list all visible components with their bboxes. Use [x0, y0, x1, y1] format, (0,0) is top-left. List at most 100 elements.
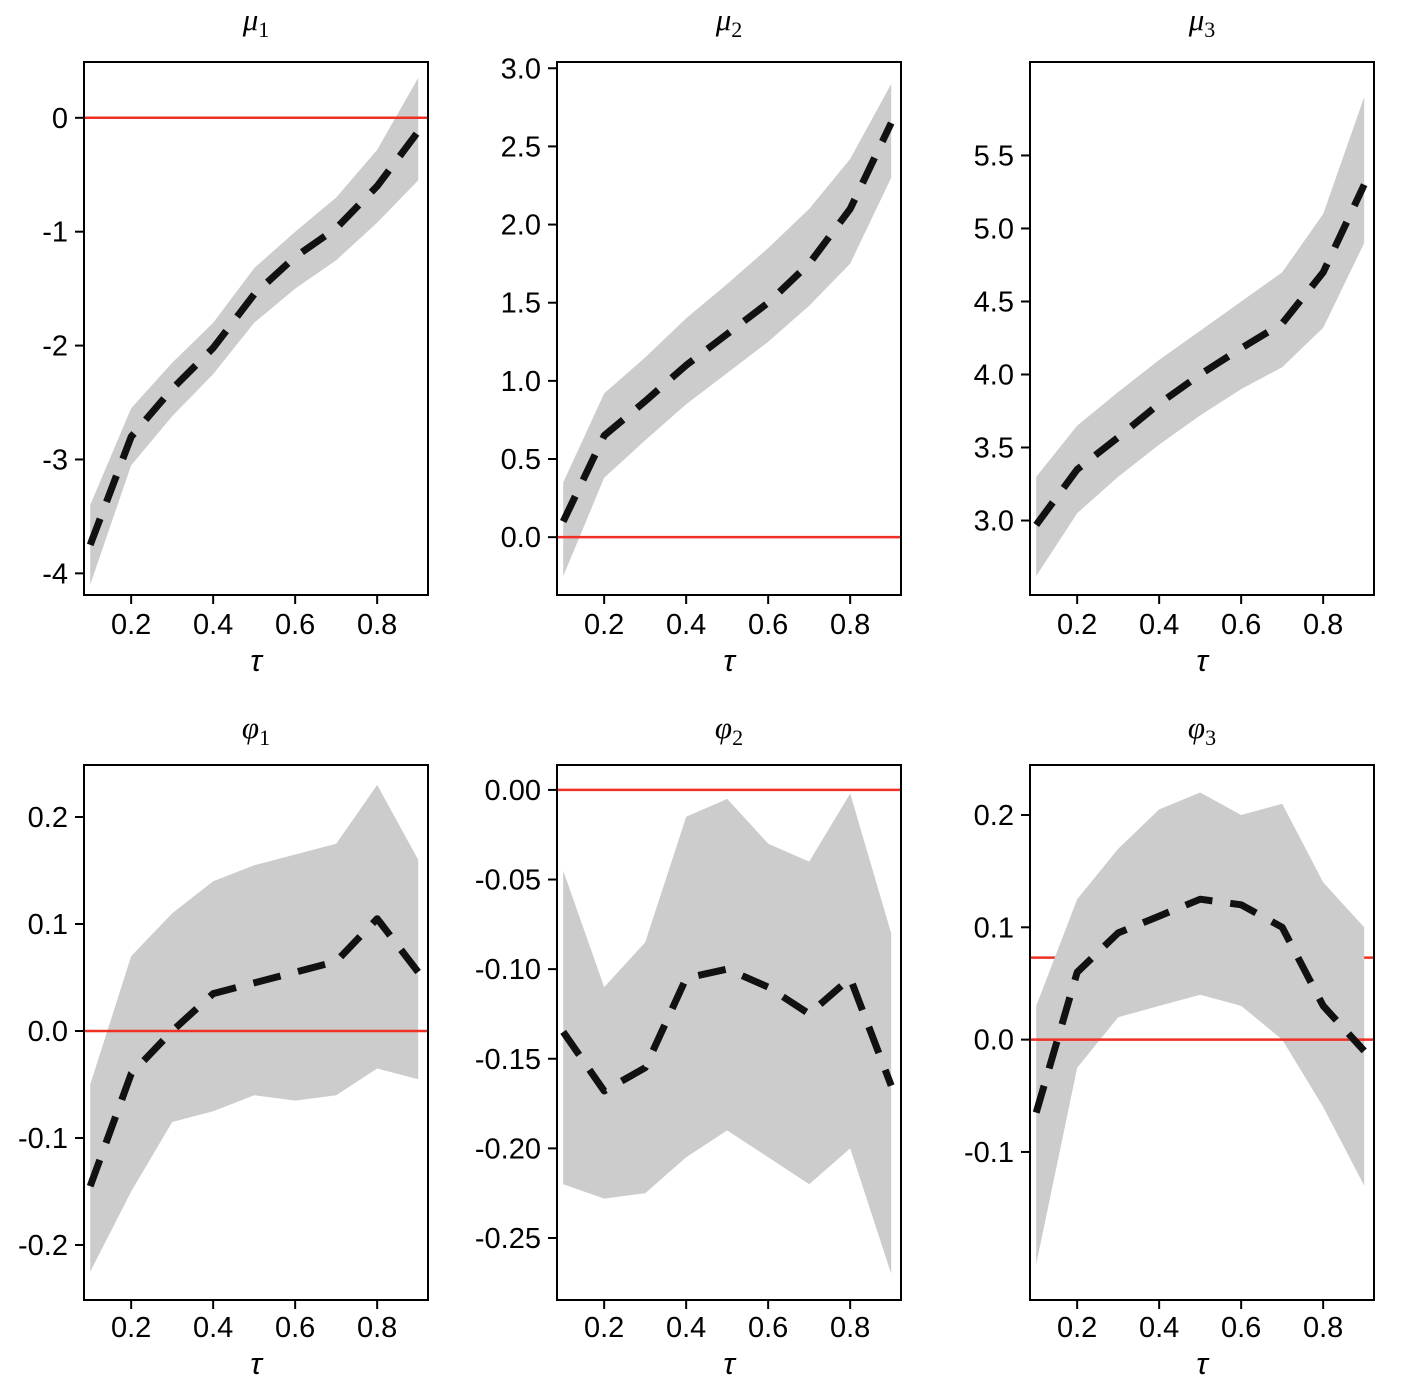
x-tick-label: 0.8: [357, 1312, 397, 1344]
x-tick-label: 0.6: [275, 609, 315, 641]
y-tick-label: 0.2: [974, 800, 1014, 832]
plot-phi1: 0.2 0.1 0.0 -0.1 -0.2 0.2 0.4 0.6 0.8 τ: [18, 764, 429, 1380]
y-tick-label: 5.5: [974, 140, 1014, 172]
y-tick-label: 5.0: [974, 213, 1014, 245]
axis-box: [1029, 764, 1375, 1301]
confidence-band: [563, 793, 892, 1274]
title-symbol: φ: [1187, 710, 1206, 745]
confidence-band: [90, 784, 419, 1272]
title-symbol: μ: [1188, 2, 1205, 37]
plot-mu2: 3.0 2.5 2.0 1.5 1.0 0.5 0.0 0.2 0.4 0.6 0.8 τ: [501, 53, 902, 678]
x-tick-label: 0.8: [1303, 1312, 1343, 1344]
axis-box: [83, 764, 429, 1301]
y-tick-label: -3: [42, 444, 68, 476]
plot-phi3: 0.2 0.1 0.0 -0.1 0.2 0.4 0.6 0.8 τ: [964, 764, 1375, 1380]
x-tick-label: 0.6: [275, 1312, 315, 1344]
panel-mu1: μ1 0 -1 -2 -3 -4 0.2 0.4 0.6 0.8 τ: [0, 0, 473, 690]
x-axis-label: τ: [723, 1346, 737, 1380]
x-tick-label: 0.4: [666, 609, 706, 641]
y-tick-label: 4.5: [974, 286, 1014, 318]
title-symbol: φ: [241, 710, 260, 745]
x-tick-label: 0.6: [748, 1312, 788, 1344]
x-axis-label: τ: [723, 643, 737, 678]
y-tick-label: 0.0: [501, 522, 541, 554]
panel-title-mu2: μ2: [557, 2, 901, 43]
estimate-line: [1032, 895, 1367, 1114]
confidence-band: [1036, 792, 1365, 1265]
plot-mu3: 5.5 5.0 4.5 4.0 3.5 3.0 0.2 0.4 0.6 0.8 τ: [974, 61, 1375, 678]
x-axis-label: τ: [250, 1346, 264, 1380]
x-tick-label: 0.8: [357, 609, 397, 641]
x-tick-label: 0.8: [830, 609, 870, 641]
confidence-band: [90, 77, 419, 585]
panel-title-mu1: μ1: [84, 2, 428, 43]
y-tick-label: 0.1: [28, 909, 68, 941]
x-tick-label: 0.6: [748, 609, 788, 641]
estimate-line: [560, 121, 895, 524]
x-tick-label: 0.8: [1303, 609, 1343, 641]
title-symbol: φ: [714, 710, 733, 745]
x-tick-label: 0.4: [193, 609, 233, 641]
plot-phi2: 0.00 -0.05 -0.10 -0.15 -0.20 -0.25 0.2 0.4 0.6 0.…: [475, 764, 902, 1380]
x-tick-label: 0.8: [830, 1312, 870, 1344]
panel-phi1: φ1 0.2 0.1 0.0 -0.1 -0.2 0.2 0.4 0.6 0.8 τ: [0, 690, 473, 1381]
x-tick-label: 0.2: [584, 1312, 624, 1344]
y-tick-label: -0.20: [475, 1133, 541, 1165]
y-tick-label: 3.0: [974, 506, 1014, 538]
panel-title-phi3: φ3: [1030, 710, 1374, 751]
axis-box: [556, 61, 902, 596]
y-tick-label: 0.0: [28, 1016, 68, 1048]
x-tick-label: 0.6: [1221, 1312, 1261, 1344]
x-axis-label: τ: [1196, 643, 1210, 678]
panel-phi3: φ3 0.2 0.1 0.0 -0.1 0.2 0.4 0.6 0.8 τ: [946, 690, 1419, 1381]
title-subscript: 1: [259, 725, 271, 751]
y-tick-label: -1: [42, 217, 68, 249]
y-tick-label: 1.5: [501, 288, 541, 320]
panel-title-mu3: μ3: [1030, 2, 1374, 43]
x-tick-label: 0.2: [111, 609, 151, 641]
y-tick-label: 0.2: [28, 802, 68, 834]
y-tick-label: 0.0: [974, 1025, 1014, 1057]
x-tick-label: 0.4: [193, 1312, 233, 1344]
y-tick-label: 0: [52, 103, 68, 135]
x-tick-label: 0.6: [1221, 609, 1261, 641]
y-tick-label: -0.25: [475, 1223, 541, 1255]
title-subscript: 3: [1204, 17, 1216, 43]
y-tick-label: -2: [42, 331, 68, 363]
y-tick-label: 0.1: [974, 912, 1014, 944]
y-tick-label: 3.0: [501, 53, 541, 85]
x-tick-label: 0.2: [111, 1312, 151, 1344]
y-tick-label: 2.0: [501, 210, 541, 242]
panel-mu3: μ3 5.5 5.0 4.5 4.0 3.5 3.0 0.2 0.4 0.6 0.8 τ: [946, 0, 1419, 690]
x-tick-label: 0.4: [1139, 1312, 1179, 1344]
x-tick-label: 0.2: [1057, 1312, 1097, 1344]
panel-title-phi1: φ1: [84, 710, 428, 751]
axis-box: [1029, 61, 1375, 596]
panel-title-phi2: φ2: [557, 710, 901, 751]
x-tick-label: 0.4: [666, 1312, 706, 1344]
title-subscript: 2: [732, 725, 744, 751]
y-tick-label: 2.5: [501, 131, 541, 163]
x-tick-label: 0.4: [1139, 609, 1179, 641]
panel-phi2: φ2 0.00 -0.05 -0.10 -0.15 -0.20 -0.25 0.2 0.4 0.…: [473, 690, 946, 1381]
y-tick-label: 4.0: [974, 359, 1014, 391]
title-symbol: μ: [715, 2, 732, 37]
y-tick-label: -0.15: [475, 1044, 541, 1076]
title-symbol: μ: [242, 2, 259, 37]
x-tick-label: 0.2: [1057, 609, 1097, 641]
title-subscript: 2: [731, 17, 743, 43]
title-subscript: 3: [1205, 725, 1217, 751]
y-tick-label: 3.5: [974, 433, 1014, 465]
x-axis-label: τ: [250, 643, 264, 678]
estimate-line: [86, 915, 421, 1188]
title-subscript: 1: [258, 17, 270, 43]
panel-mu2: μ2 3.0 2.5 2.0 1.5 1.0 0.5 0.0 0.2 0.4 0.6 0.8 τ: [473, 0, 946, 690]
y-tick-label: -4: [42, 558, 68, 590]
y-tick-label: 0.5: [501, 444, 541, 476]
x-axis-label: τ: [1196, 1346, 1210, 1380]
x-tick-label: 0.2: [584, 609, 624, 641]
y-tick-label: -0.05: [475, 865, 541, 897]
plot-mu1: 0 -1 -2 -3 -4 0.2 0.4 0.6 0.8 τ: [42, 61, 429, 678]
y-tick-label: -0.2: [18, 1230, 68, 1262]
